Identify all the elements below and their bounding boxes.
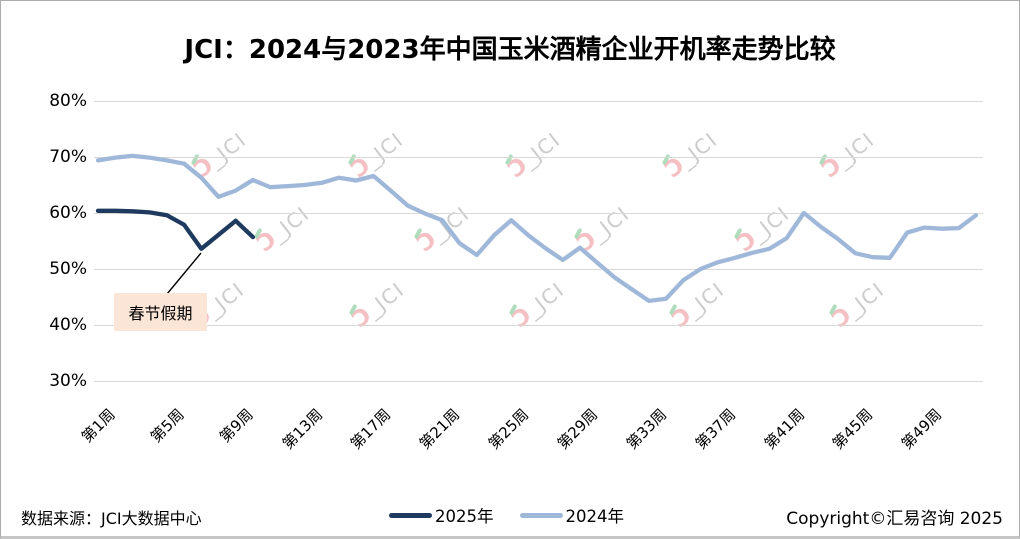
- watermark-accent: [348, 303, 358, 316]
- watermark-text: _JCI: [517, 127, 565, 173]
- y-axis-label: 50%: [49, 259, 87, 279]
- watermark-text: _JCI: [201, 277, 249, 323]
- x-axis-label: 第17周: [347, 405, 395, 453]
- watermark-accent: [508, 303, 518, 316]
- annotation-label: 春节假期: [128, 304, 193, 323]
- gridline: [94, 269, 983, 270]
- data-source-label: 数据来源：JCI大数据中心: [21, 509, 202, 528]
- watermark-text: _JCI: [203, 127, 251, 173]
- x-axis-label: 第49周: [898, 405, 946, 453]
- gridline: [94, 157, 983, 158]
- y-axis-label: 80%: [49, 91, 87, 111]
- y-axis-label: 30%: [49, 371, 87, 391]
- y-axis-label: 40%: [49, 315, 87, 335]
- watermark-accent: [818, 153, 828, 166]
- x-axis-label: 第33周: [622, 405, 671, 453]
- chart-legend: 2025年 2024年: [389, 503, 624, 527]
- watermark-text: _JCI: [586, 201, 634, 247]
- gridline: [94, 213, 983, 214]
- x-axis-label: 第29周: [553, 405, 602, 453]
- gridline: [94, 101, 983, 102]
- watermark-text: _JCI: [746, 201, 794, 247]
- x-axis-label: 第21周: [416, 405, 464, 453]
- watermark-accent: [347, 153, 357, 166]
- x-axis-label: 第1周: [78, 405, 120, 447]
- x-axis-label: 第37周: [691, 405, 739, 453]
- chart-title: JCI：2024与2023年中国玉米酒精企业开机率走势比较: [184, 35, 836, 65]
- watermark-text: _JCI: [831, 127, 879, 173]
- watermark-accent: [253, 227, 263, 240]
- watermark-accent: [190, 153, 200, 166]
- series-line-2024: [95, 153, 979, 304]
- watermark-text: _JCI: [360, 127, 408, 173]
- jci-watermark: Ɔ_JCI: [412, 200, 475, 258]
- x-axis-label: 第25周: [484, 405, 533, 453]
- legend-label: 2024年: [565, 507, 625, 526]
- watermark-logo-mark: Ɔ: [252, 226, 282, 258]
- watermark-text: _JCI: [674, 127, 722, 173]
- jci-watermark: Ɔ_JCI: [572, 200, 635, 258]
- annotation-box: 春节假期: [114, 293, 207, 331]
- x-axis-label: 第13周: [278, 405, 326, 453]
- legend-label: 2025年: [435, 507, 494, 526]
- x-axis-label: 第41周: [760, 405, 808, 453]
- watermark-logo-mark: Ɔ: [507, 302, 537, 334]
- jci-watermark: Ɔ_JCI: [252, 200, 315, 258]
- y-axis-label: 60%: [49, 203, 87, 223]
- watermark-text: _JCI: [681, 277, 729, 323]
- watermark-text: _JCI: [521, 277, 569, 323]
- watermark-accent: [504, 153, 514, 166]
- y-axis-label: 70%: [49, 147, 87, 167]
- watermark-accent: [828, 303, 838, 316]
- watermark-accent: [661, 153, 671, 166]
- x-axis-label: 第45周: [829, 405, 877, 453]
- legend-item: 2024年: [519, 503, 625, 527]
- watermark-logo-mark: Ɔ: [347, 302, 377, 334]
- watermark-logo-mark: Ɔ: [412, 226, 442, 258]
- jci-watermark: Ɔ_JCI: [189, 126, 252, 184]
- watermark-logo-mark: Ɔ: [667, 302, 697, 334]
- x-axis-label: 第9周: [216, 405, 257, 447]
- watermark-accent: [573, 227, 583, 240]
- jci-watermark: Ɔ_JCI: [503, 126, 566, 184]
- jci-watermark: Ɔ_JCI: [346, 126, 409, 184]
- watermark-text: _JCI: [266, 201, 314, 247]
- series-line-2025: [95, 208, 256, 251]
- gridline: [94, 325, 983, 326]
- legend-swatch: [389, 512, 432, 518]
- jci-watermark: Ɔ_JCI: [660, 126, 723, 184]
- legend-swatch: [519, 512, 563, 518]
- annotation-callout: [166, 252, 202, 295]
- watermark-logo-mark: Ɔ: [572, 226, 602, 258]
- watermark-accent: [413, 227, 423, 240]
- watermark-text: _JCI: [361, 277, 409, 323]
- watermark-text: _JCI: [426, 201, 474, 247]
- jci-watermark: Ɔ_JCI: [817, 126, 880, 184]
- watermark-logo-mark: Ɔ: [732, 226, 762, 258]
- watermark-logo-mark: Ɔ: [827, 302, 857, 334]
- copyright-label: Copyright©汇易咨询 2025: [786, 509, 1003, 529]
- gridline: [94, 381, 983, 382]
- watermark-accent: [733, 227, 743, 240]
- jci-watermark: Ɔ_JCI: [732, 200, 795, 258]
- x-axis-label: 第5周: [147, 405, 189, 447]
- watermark-text: _JCI: [841, 277, 889, 323]
- watermark-accent: [668, 303, 678, 316]
- legend-item: 2025年: [389, 503, 494, 527]
